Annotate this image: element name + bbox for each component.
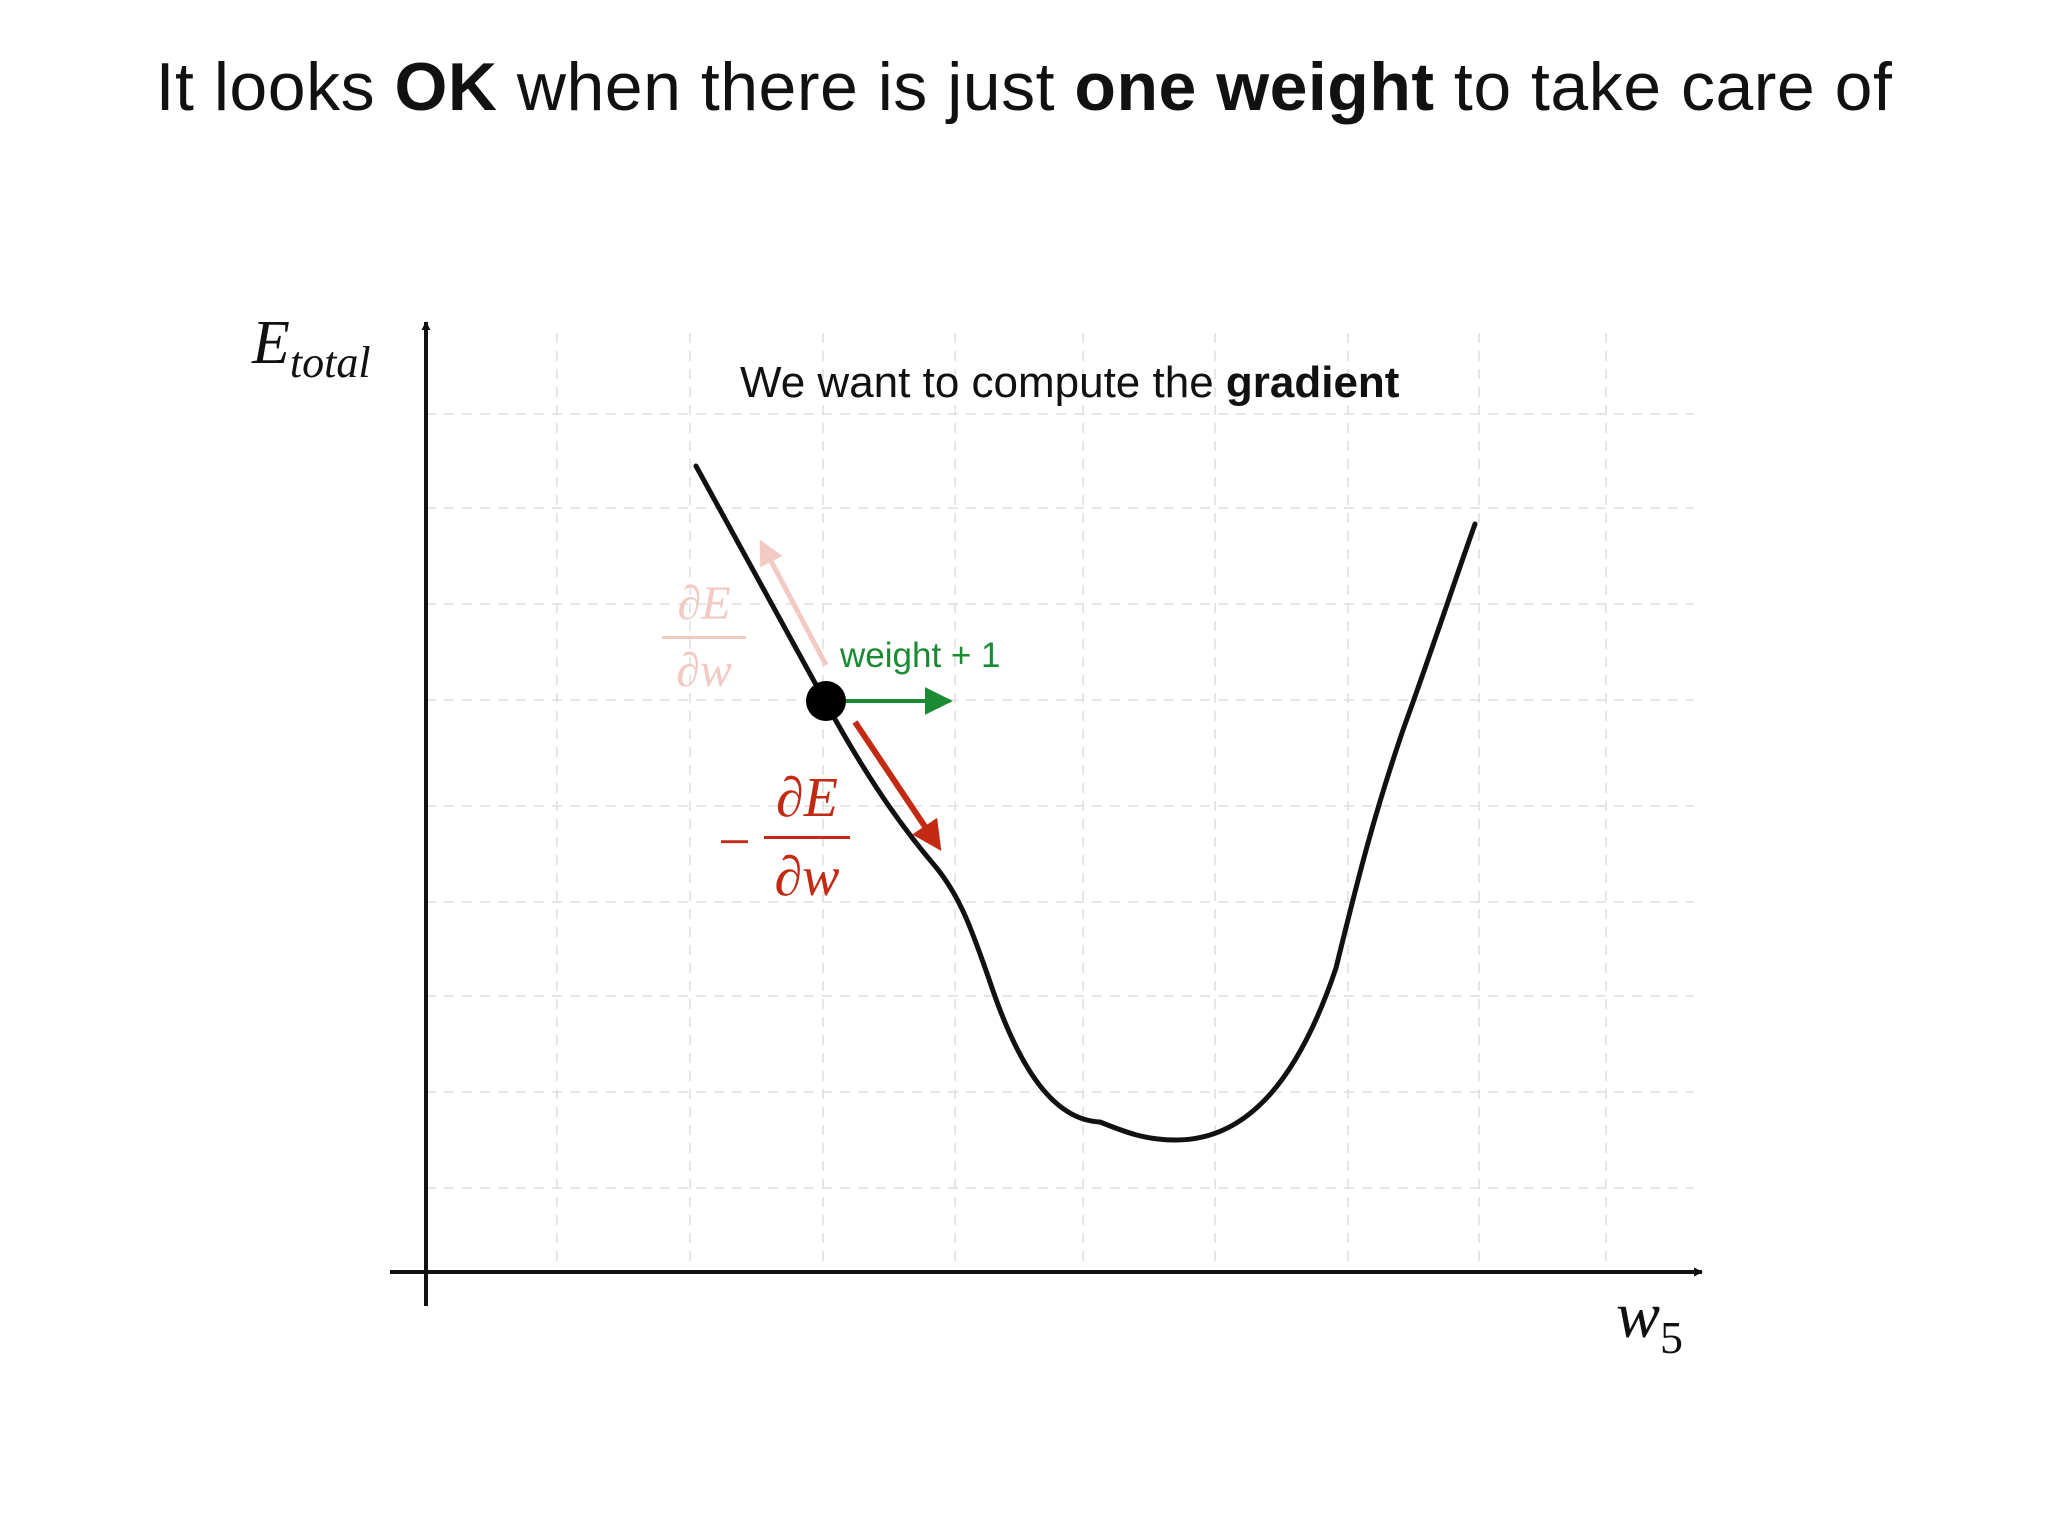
title-part-3: when there is just	[497, 49, 1075, 125]
negative-gradient-numerator: ∂E	[776, 767, 838, 829]
step-label: weight + 1	[840, 636, 1001, 675]
slide-title: It looks OK when there is just one weigh…	[0, 48, 2048, 126]
gradient-arrow-faded	[759, 539, 829, 667]
gradient-caption-prefix: We want to compute the	[740, 358, 1226, 407]
gradient-fraction-denominator: ∂w	[676, 644, 732, 697]
gradient-fraction-faded: ∂E ∂w	[662, 580, 746, 695]
gradient-fraction-numerator: ∂E	[677, 577, 731, 630]
negative-gradient-fraction: ∂E ∂w	[764, 770, 850, 905]
x-axis-label-subscript: 5	[1660, 1312, 1684, 1363]
gradient-caption: We want to compute the gradient	[740, 358, 1399, 408]
current-weight-point	[806, 681, 846, 721]
y-axis-label: Etotal	[252, 308, 371, 388]
title-part-2: OK	[394, 49, 498, 125]
title-part-1: It looks	[155, 49, 395, 125]
negative-gradient-denominator: ∂w	[774, 846, 840, 908]
y-axis-label-subscript: total	[289, 338, 371, 387]
fraction-bar	[764, 836, 850, 839]
grid	[426, 333, 1694, 1268]
negative-gradient-arrow	[852, 720, 942, 851]
y-axis-label-main: E	[252, 309, 290, 377]
x-axis-label: w5	[1616, 1278, 1683, 1364]
title-part-5: to take care of	[1434, 49, 1893, 125]
error-curve	[693, 463, 1478, 1143]
negative-sign: −	[718, 809, 751, 874]
x-axis-label-main: w	[1616, 1279, 1661, 1352]
fraction-bar	[662, 636, 746, 639]
gradient-caption-bold: gradient	[1225, 358, 1400, 407]
title-part-4: one weight	[1074, 49, 1435, 125]
